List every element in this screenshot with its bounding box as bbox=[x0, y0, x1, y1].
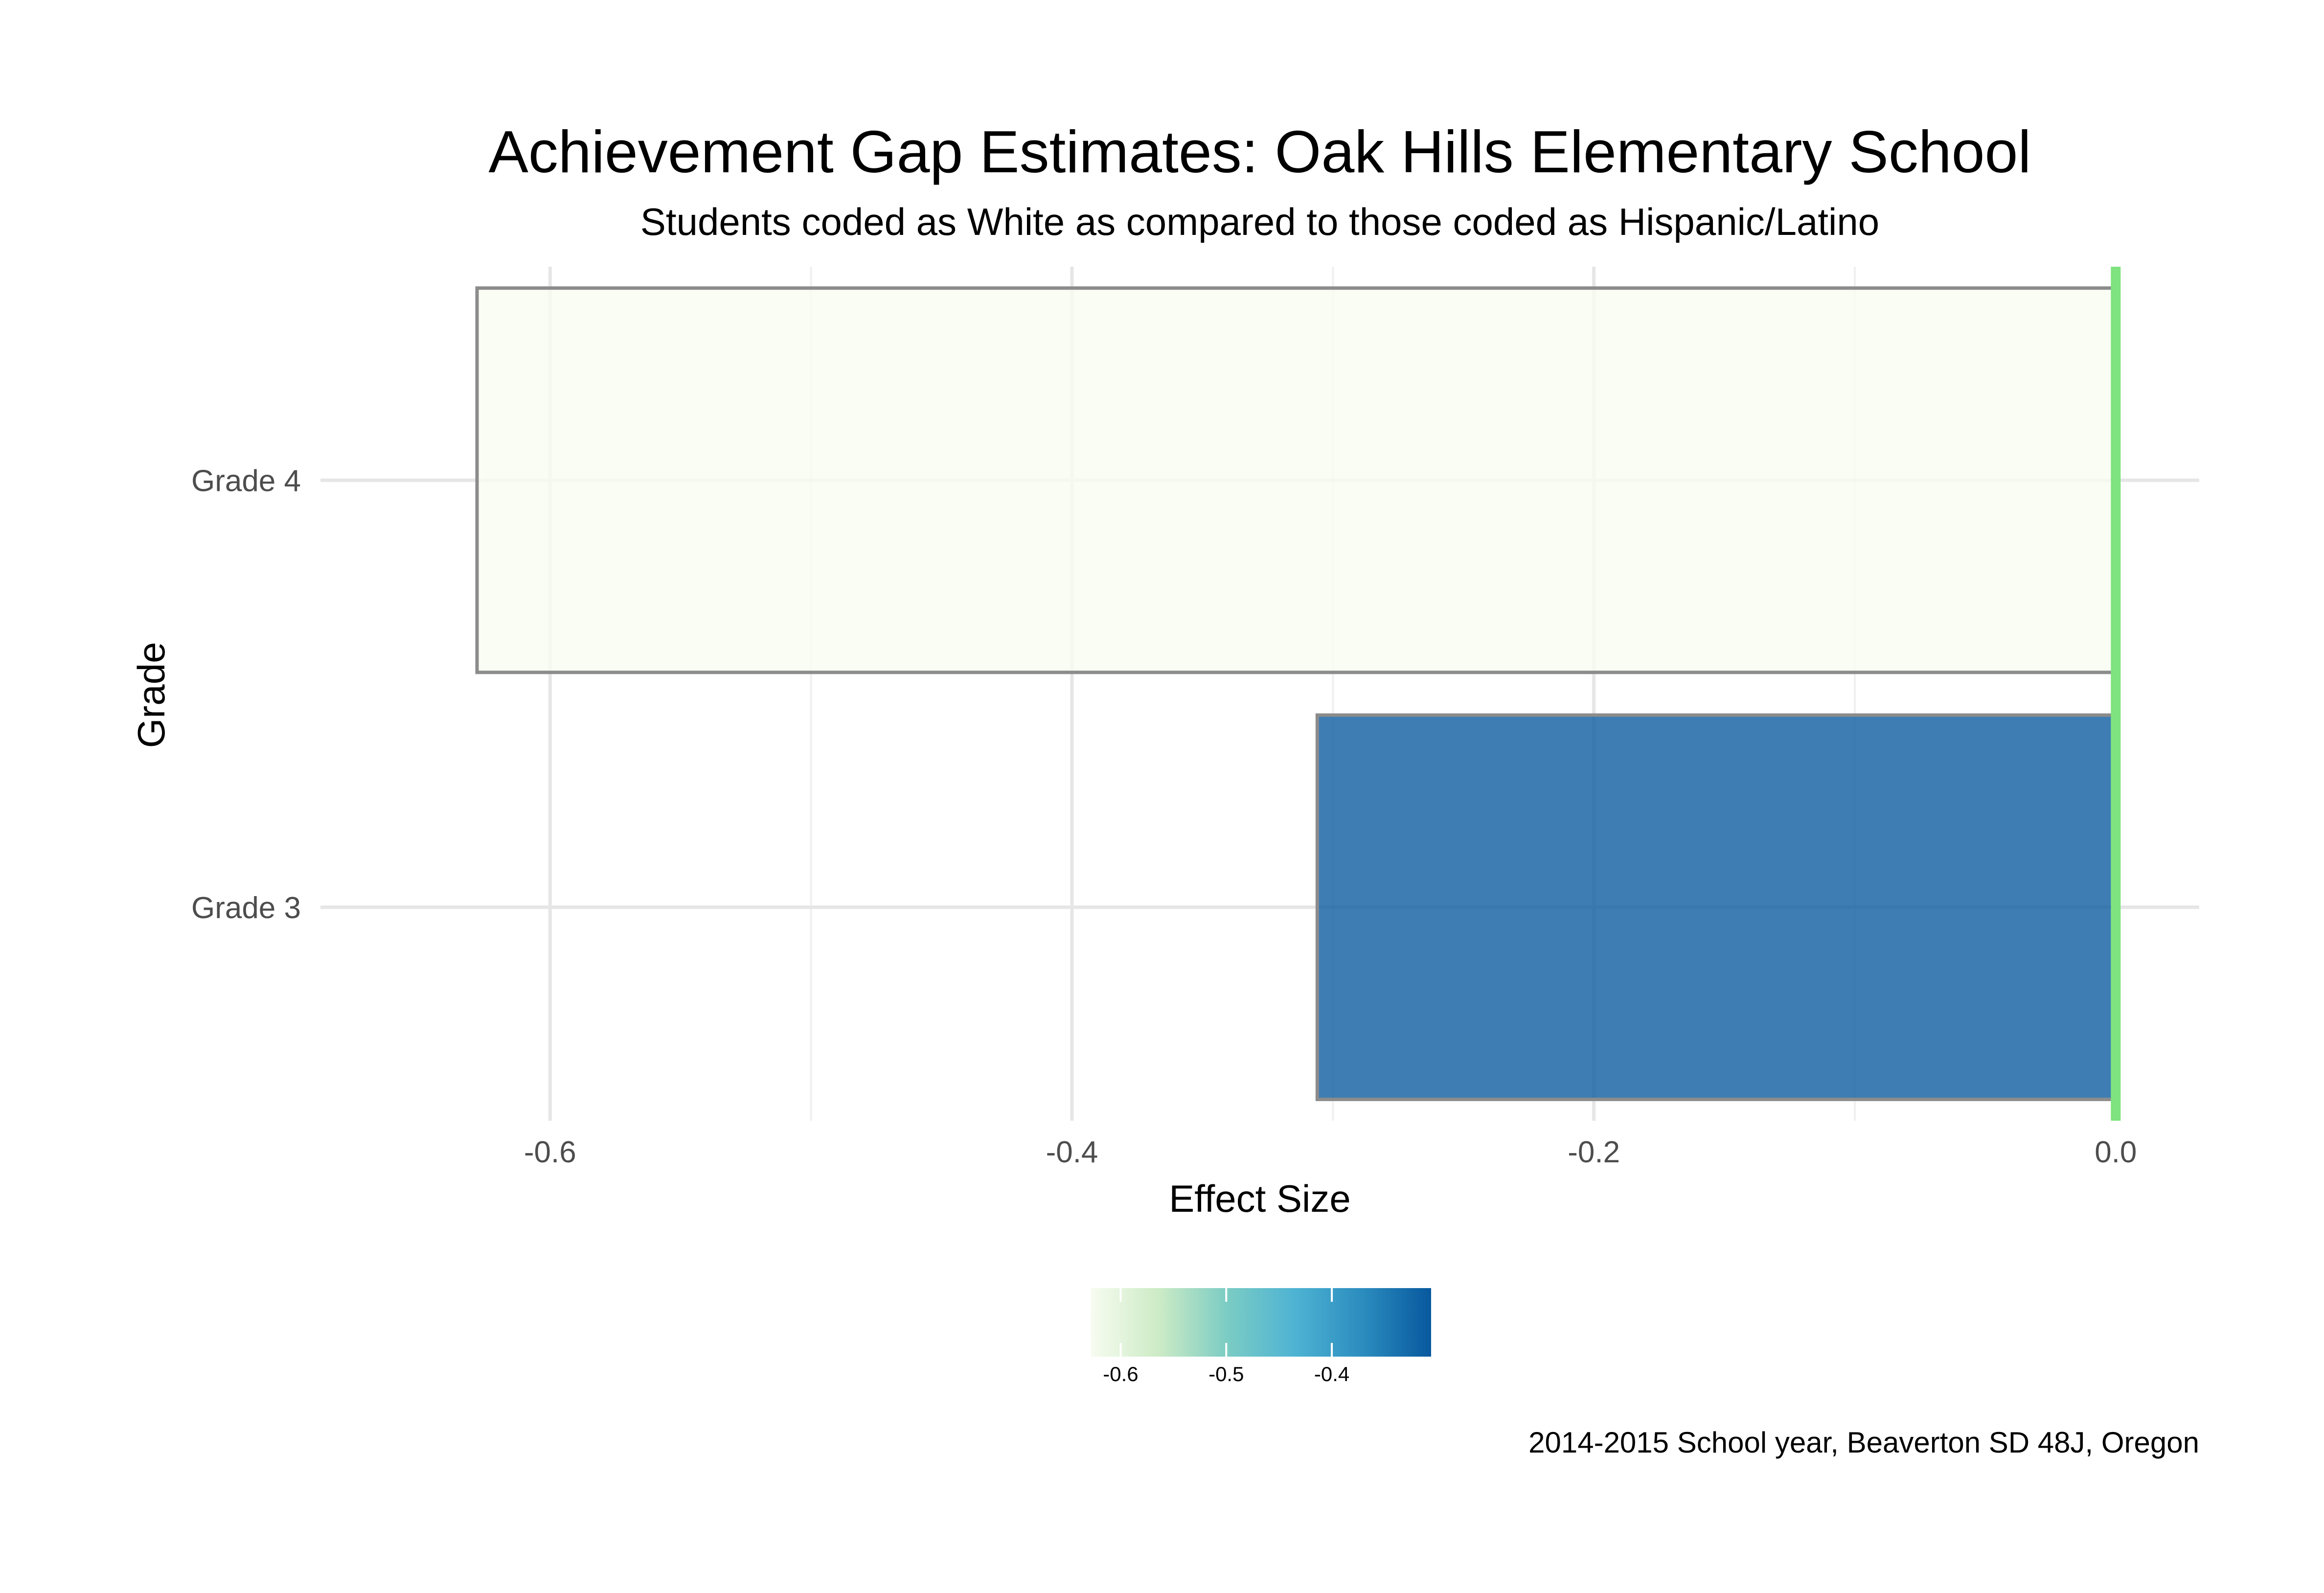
y-tick-label: Grade 4 bbox=[191, 464, 301, 498]
bar-grade-3 bbox=[1315, 713, 2118, 1101]
y-tick-label: Grade 3 bbox=[191, 891, 301, 925]
chart-title: Achievement Gap Estimates: Oak Hills Ele… bbox=[489, 118, 2031, 185]
legend-ticks: -0.6 -0.5 -0.4 bbox=[1103, 1288, 1349, 1385]
x-tick-label: -0.6 bbox=[524, 1135, 576, 1169]
y-tick-labels: Grade 3 Grade 4 bbox=[191, 464, 301, 925]
y-axis-label: Grade bbox=[130, 642, 173, 748]
bar-grade-4 bbox=[475, 286, 2118, 674]
chart-caption: 2014-2015 School year, Beaverton SD 48J,… bbox=[1528, 1426, 2199, 1459]
x-tick-label: 0.0 bbox=[2095, 1135, 2137, 1169]
x-axis-label: Effect Size bbox=[1169, 1177, 1350, 1220]
legend-tick-label: -0.4 bbox=[1314, 1362, 1349, 1385]
x-tick-label: -0.2 bbox=[1568, 1135, 1620, 1169]
legend-tick-label: -0.6 bbox=[1103, 1362, 1138, 1385]
color-legend: -0.6 -0.5 -0.4 bbox=[1091, 1288, 1431, 1385]
x-tick-label: -0.4 bbox=[1046, 1135, 1098, 1169]
legend-tick-label: -0.5 bbox=[1208, 1362, 1244, 1385]
chart-subtitle: Students coded as White as compared to t… bbox=[640, 200, 1879, 243]
legend-colorbar bbox=[1091, 1288, 1431, 1357]
x-tick-labels: -0.6 -0.4 -0.2 0.0 bbox=[524, 1135, 2137, 1169]
bars-layer bbox=[475, 286, 2118, 1101]
